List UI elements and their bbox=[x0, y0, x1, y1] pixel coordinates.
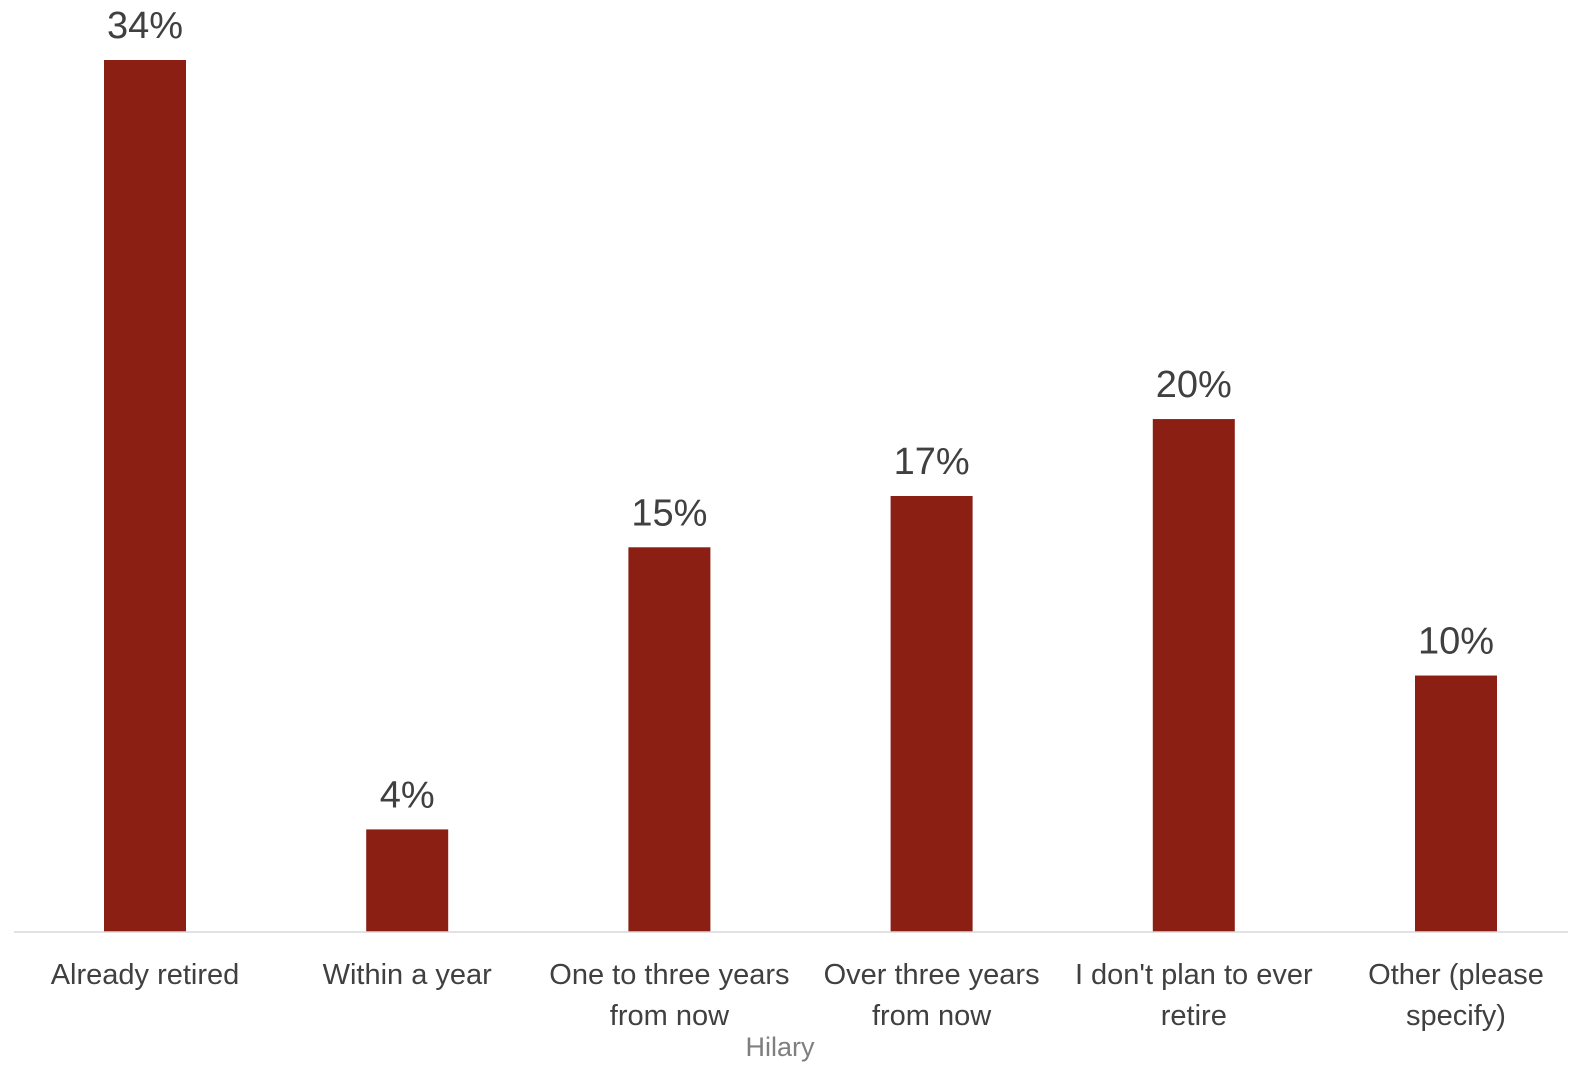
category-labels-group: Already retired Within a year One to three… bbox=[51, 959, 1544, 1032]
bar bbox=[1415, 675, 1497, 932]
bar bbox=[1152, 419, 1235, 932]
data-label: 15% bbox=[631, 492, 707, 534]
watermark-text: Hilary bbox=[745, 1032, 815, 1062]
category-label: Other (please bbox=[1368, 959, 1544, 991]
data-label: 4% bbox=[380, 774, 435, 816]
data-label: 17% bbox=[894, 441, 970, 483]
category-label: One to three years bbox=[549, 959, 789, 991]
category-label: from now bbox=[872, 1000, 992, 1032]
bar bbox=[628, 547, 711, 932]
category-label: I don't plan to ever bbox=[1075, 959, 1313, 991]
bar bbox=[104, 60, 186, 932]
bars-group bbox=[104, 60, 1497, 932]
category-label: retire bbox=[1161, 1000, 1227, 1032]
category-label: Over three years bbox=[824, 959, 1040, 991]
category-label: specify) bbox=[1406, 1000, 1506, 1032]
bar bbox=[890, 496, 973, 932]
data-label: 20% bbox=[1156, 364, 1232, 406]
bar bbox=[366, 829, 449, 932]
value-labels-group: 34% 4% 15% 17% 20% 10% bbox=[107, 5, 1494, 816]
category-label: Within a year bbox=[323, 959, 493, 991]
data-label: 34% bbox=[107, 5, 183, 47]
data-label: 10% bbox=[1418, 621, 1494, 663]
category-label: from now bbox=[610, 1000, 730, 1032]
category-label: Already retired bbox=[51, 959, 240, 991]
